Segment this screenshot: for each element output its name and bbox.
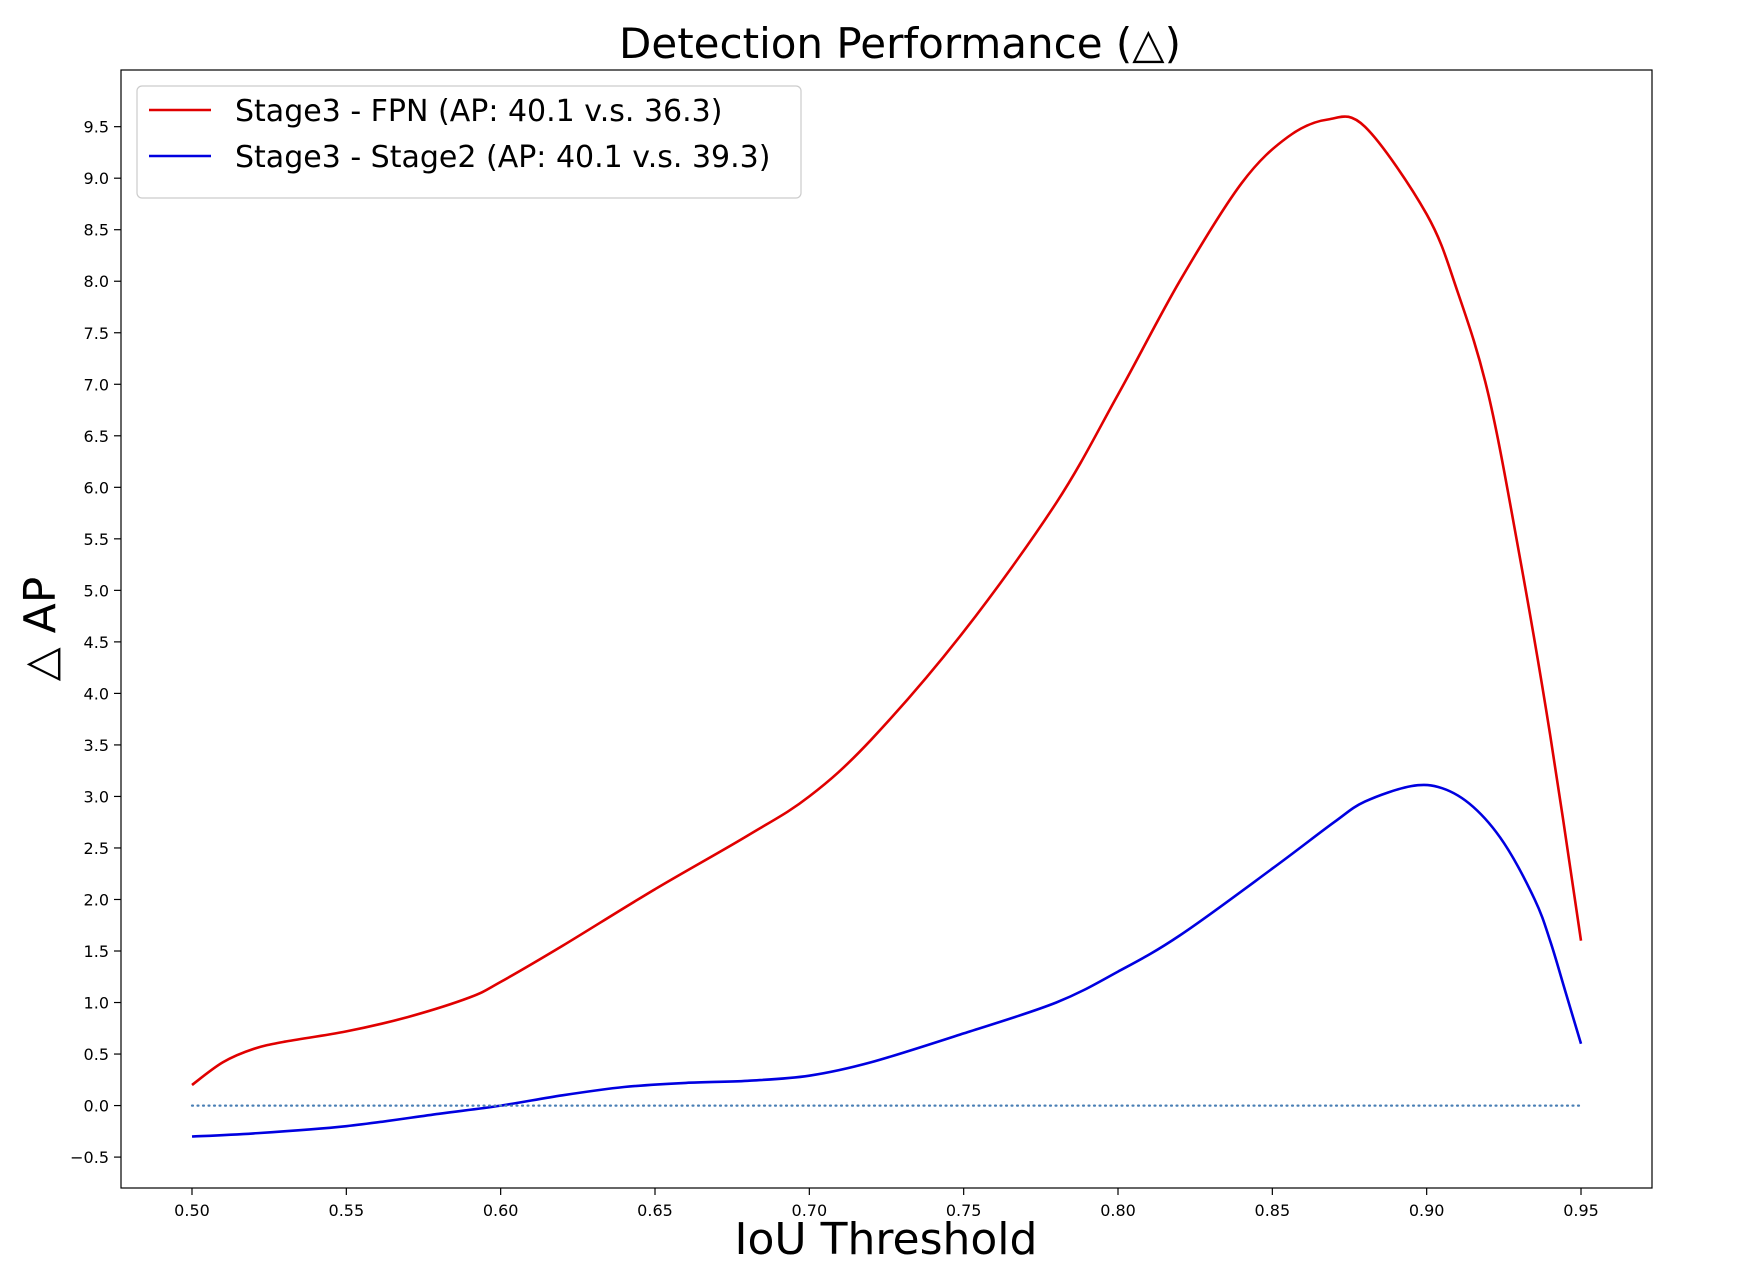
y-tick-label: 2.0 <box>84 890 109 909</box>
plot-frame <box>120 69 1653 1189</box>
y-tick-label: 7.5 <box>84 324 109 343</box>
x-tick-label: 0.50 <box>174 1201 210 1220</box>
x-tick-label: 0.60 <box>483 1201 519 1220</box>
y-tick-label: 4.0 <box>84 684 109 703</box>
y-tick-label: 1.0 <box>84 994 109 1013</box>
y-tick-label: 4.5 <box>84 633 109 652</box>
y-tick-label: 2.5 <box>84 839 109 858</box>
y-tick-label: 6.0 <box>84 478 109 497</box>
y-tick-label: 5.5 <box>84 530 109 549</box>
chart-title: Detection Performance (△) <box>619 19 1181 68</box>
y-axis-label: △ AP <box>15 577 66 681</box>
y-tick-label: −0.5 <box>70 1148 109 1167</box>
x-axis-label: IoU Threshold <box>735 1214 1038 1265</box>
legend-label: Stage3 - Stage2 (AP: 40.1 v.s. 39.3) <box>235 140 770 175</box>
legend-label: Stage3 - FPN (AP: 40.1 v.s. 36.3) <box>235 94 722 129</box>
legend-box <box>136 85 802 199</box>
y-tick-label: 3.0 <box>84 787 109 806</box>
series-line-1 <box>191 115 1583 1087</box>
y-tick-label: 1.5 <box>84 942 109 961</box>
legend: Stage3 - FPN (AP: 40.1 v.s. 36.3) Stage3 … <box>136 85 802 199</box>
y-tick-label: 0.5 <box>84 1045 109 1064</box>
x-tick-label: 0.80 <box>1100 1201 1136 1220</box>
y-tick-label: 5.0 <box>84 581 109 600</box>
y-tick-label: 0.0 <box>84 1097 109 1116</box>
x-tick-label: 0.85 <box>1255 1201 1291 1220</box>
x-axis-ticks: 0.50 0.55 0.60 0.65 0.70 0.75 0.80 0.85 0.90 0.95 <box>174 1188 1599 1220</box>
y-tick-label: 9.5 <box>84 118 109 137</box>
y-tick-label: 6.5 <box>84 427 109 446</box>
x-tick-label: 0.75 <box>946 1201 982 1220</box>
x-tick-label: 0.90 <box>1409 1201 1445 1220</box>
x-tick-label: 0.70 <box>792 1201 828 1220</box>
y-tick-label: 8.0 <box>84 272 109 291</box>
y-axis-ticks: −0.5 0.0 0.5 1.0 1.5 2.0 2.5 3.0 3.5 4.0 4.5 5.0 5.5… <box>70 118 121 1167</box>
y-tick-label: 9.0 <box>84 169 109 188</box>
x-tick-label: 0.65 <box>637 1201 673 1220</box>
y-tick-label: 8.5 <box>84 221 109 240</box>
y-tick-label: 3.5 <box>84 736 109 755</box>
y-tick-label: 7.0 <box>84 375 109 394</box>
x-tick-label: 0.55 <box>329 1201 365 1220</box>
plot-area <box>190 115 1583 1138</box>
x-tick-label: 0.95 <box>1563 1201 1599 1220</box>
